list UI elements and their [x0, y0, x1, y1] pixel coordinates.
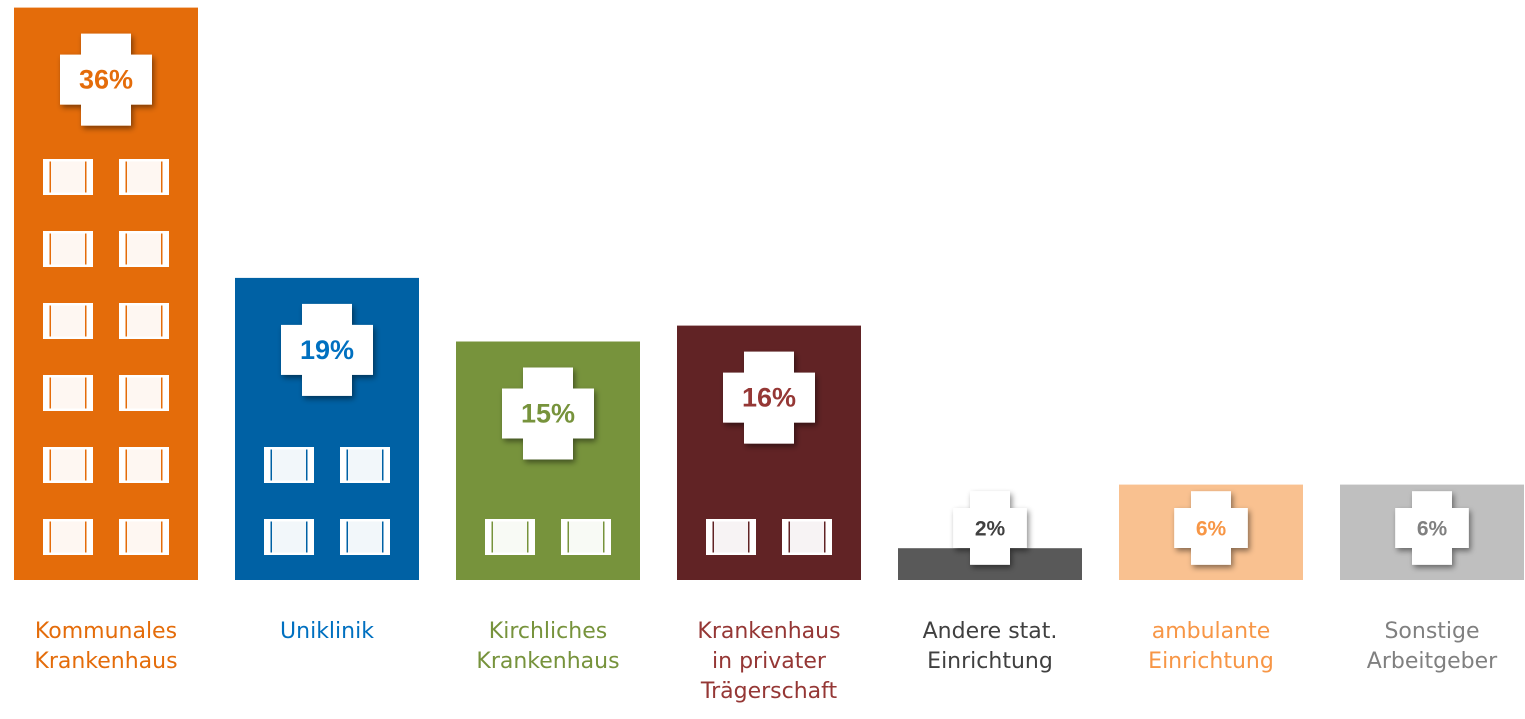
category-label: Arbeitgeber	[1367, 649, 1498, 674]
window-glass	[790, 521, 824, 553]
window-glass	[127, 449, 161, 481]
cross	[281, 303, 373, 396]
cross-v	[744, 351, 794, 444]
cross-v	[970, 491, 1010, 565]
window-glass	[51, 449, 85, 481]
category-label: ambulante	[1152, 619, 1271, 644]
window-glass	[127, 161, 161, 193]
cross	[953, 491, 1027, 565]
category-label: Kommunales	[35, 619, 177, 644]
cross-v	[302, 303, 352, 396]
window-glass	[51, 377, 85, 409]
value-label: 2%	[975, 518, 1006, 541]
cross	[60, 33, 152, 126]
cross	[1174, 491, 1248, 565]
cross-v	[523, 367, 573, 460]
window-glass	[127, 377, 161, 409]
value-label: 19%	[300, 335, 354, 365]
window-glass	[569, 521, 603, 553]
cross	[723, 351, 815, 444]
window-glass	[127, 233, 161, 265]
value-label: 36%	[79, 65, 133, 95]
category-label: Trägerschaft	[700, 679, 838, 704]
window-glass	[714, 521, 748, 553]
cross-v	[1412, 491, 1452, 565]
window-glass	[51, 233, 85, 265]
category-label: in privater	[712, 649, 827, 674]
window-glass	[51, 521, 85, 553]
value-label: 16%	[742, 383, 796, 413]
cross-v	[81, 33, 131, 126]
value-label: 6%	[1196, 518, 1227, 541]
cross-v	[1191, 491, 1231, 565]
category-label: Einrichtung	[1148, 649, 1274, 674]
category-label: Krankenhaus	[697, 619, 840, 644]
window-glass	[51, 161, 85, 193]
window-glass	[272, 449, 306, 481]
category-label: Krankenhaus	[34, 649, 177, 674]
cross	[502, 367, 594, 460]
category-label: Uniklinik	[280, 619, 374, 644]
window-glass	[127, 305, 161, 337]
cross	[1395, 491, 1469, 565]
category-label: Einrichtung	[927, 649, 1053, 674]
category-label: Andere stat.	[923, 619, 1058, 644]
category-label: Kirchliches	[489, 619, 607, 644]
category-label: Krankenhaus	[476, 649, 619, 674]
window-glass	[348, 449, 382, 481]
value-label: 6%	[1417, 518, 1448, 541]
category-label: Sonstige	[1384, 619, 1479, 644]
value-label: 15%	[521, 399, 575, 429]
window-glass	[348, 521, 382, 553]
window-glass	[51, 305, 85, 337]
window-glass	[127, 521, 161, 553]
window-glass	[493, 521, 527, 553]
window-glass	[272, 521, 306, 553]
